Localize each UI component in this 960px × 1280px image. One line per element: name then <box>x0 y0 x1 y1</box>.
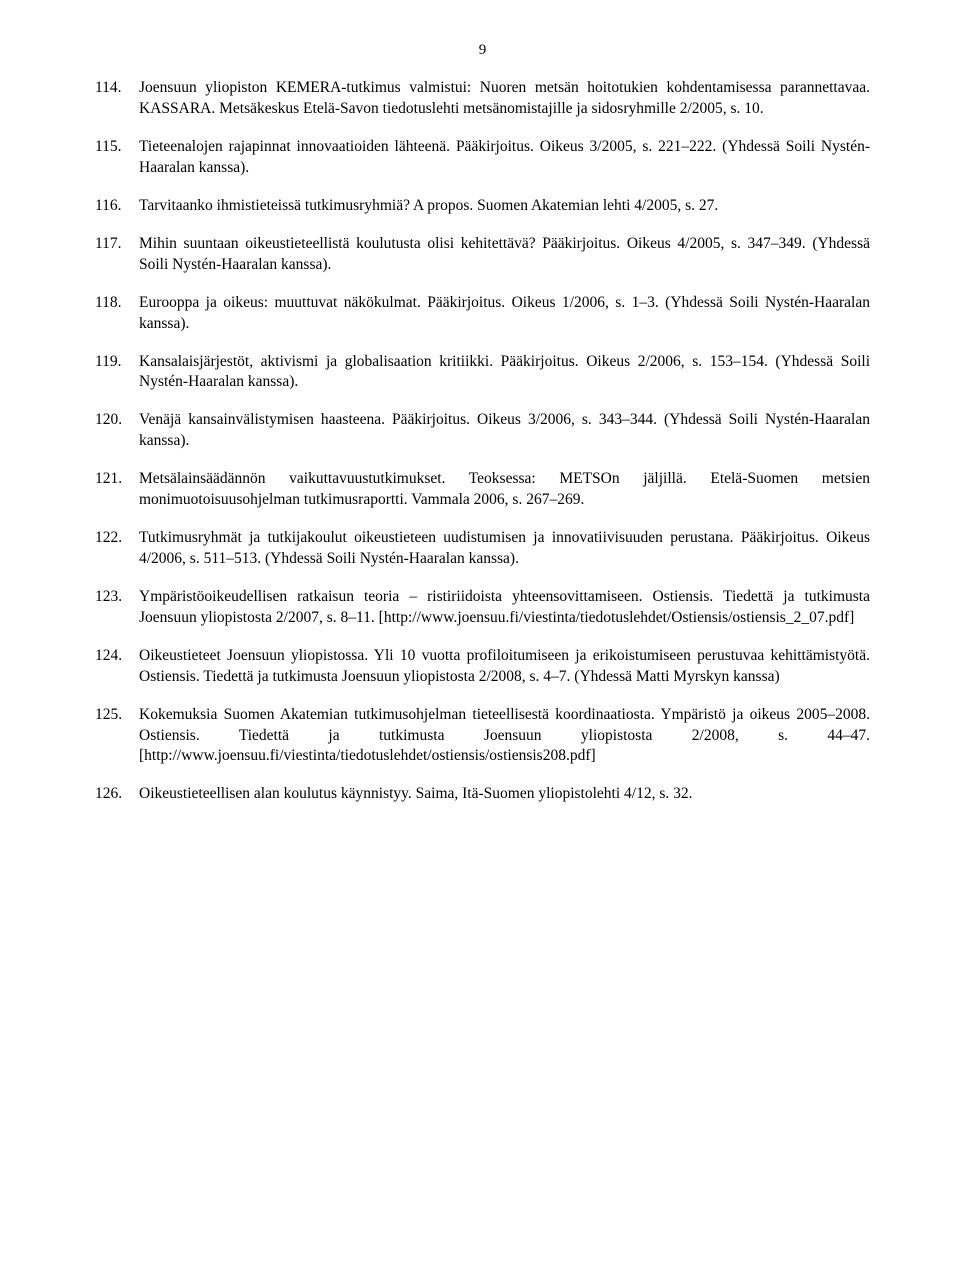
document-page: 9 114. Joensuun yliopiston KEMERA-tutkim… <box>0 0 960 862</box>
entry-number: 122. <box>95 528 139 549</box>
entry-number: 119. <box>95 352 139 373</box>
list-item: 114. Joensuun yliopiston KEMERA-tutkimus… <box>95 78 870 120</box>
entry-number: 125. <box>95 705 139 726</box>
list-item: 125. Kokemuksia Suomen Akatemian tutkimu… <box>95 705 870 768</box>
entry-text: Oikeustieteet Joensuun yliopistossa. Yli… <box>139 646 870 688</box>
entry-number: 126. <box>95 784 139 805</box>
entry-text: Tarvitaanko ihmistieteissä tutkimusryhmi… <box>139 196 870 217</box>
entry-number: 121. <box>95 469 139 490</box>
entry-number: 116. <box>95 196 139 217</box>
entry-text: Metsälainsäädännön vaikuttavuustutkimuks… <box>139 469 870 511</box>
entry-text: Ympäristöoikeudellisen ratkaisun teoria … <box>139 587 870 629</box>
page-number: 9 <box>95 40 870 60</box>
entry-number: 114. <box>95 78 139 99</box>
entry-number: 120. <box>95 410 139 431</box>
list-item: 124. Oikeustieteet Joensuun yliopistossa… <box>95 646 870 688</box>
entry-text: Tieteenalojen rajapinnat innovaatioiden … <box>139 137 870 179</box>
entry-number: 115. <box>95 137 139 158</box>
list-item: 119. Kansalaisjärjestöt, aktivismi ja gl… <box>95 352 870 394</box>
list-item: 126. Oikeustieteellisen alan koulutus kä… <box>95 784 870 805</box>
entry-text: Tutkimusryhmät ja tutkijakoulut oikeusti… <box>139 528 870 570</box>
entry-text: Eurooppa ja oikeus: muuttuvat näkökulmat… <box>139 293 870 335</box>
entry-number: 117. <box>95 234 139 255</box>
entry-text: Joensuun yliopiston KEMERA-tutkimus valm… <box>139 78 870 120</box>
list-item: 116. Tarvitaanko ihmistieteissä tutkimus… <box>95 196 870 217</box>
list-item: 123. Ympäristöoikeudellisen ratkaisun te… <box>95 587 870 629</box>
entry-number: 124. <box>95 646 139 667</box>
entry-text: Oikeustieteellisen alan koulutus käynnis… <box>139 784 870 805</box>
list-item: 121. Metsälainsäädännön vaikuttavuustutk… <box>95 469 870 511</box>
entry-text: Mihin suuntaan oikeustieteellistä koulut… <box>139 234 870 276</box>
entry-text: Kokemuksia Suomen Akatemian tutkimusohje… <box>139 705 870 768</box>
list-item: 120. Venäjä kansainvälistymisen haasteen… <box>95 410 870 452</box>
entry-text: Kansalaisjärjestöt, aktivismi ja globali… <box>139 352 870 394</box>
list-item: 115. Tieteenalojen rajapinnat innovaatio… <box>95 137 870 179</box>
list-item: 117. Mihin suuntaan oikeustieteellistä k… <box>95 234 870 276</box>
entry-number: 123. <box>95 587 139 608</box>
list-item: 118. Eurooppa ja oikeus: muuttuvat näkök… <box>95 293 870 335</box>
list-item: 122. Tutkimusryhmät ja tutkijakoulut oik… <box>95 528 870 570</box>
entry-text: Venäjä kansainvälistymisen haasteena. Pä… <box>139 410 870 452</box>
entry-number: 118. <box>95 293 139 314</box>
bibliography-list: 114. Joensuun yliopiston KEMERA-tutkimus… <box>95 78 870 805</box>
